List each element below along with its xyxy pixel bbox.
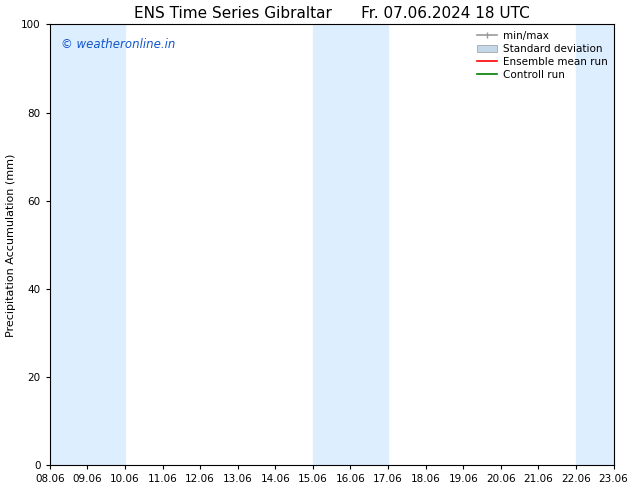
Bar [49, 24, 125, 465]
Y-axis label: Precipitation Accumulation (mm): Precipitation Accumulation (mm) [6, 153, 16, 337]
Title: ENS Time Series Gibraltar      Fr. 07.06.2024 18 UTC: ENS Time Series Gibraltar Fr. 07.06.2024… [134, 5, 529, 21]
Text: © weatheronline.in: © weatheronline.in [61, 38, 176, 51]
Bar [313, 24, 388, 465]
Legend: min/max, Standard deviation, Ensemble mean run, Controll run: min/max, Standard deviation, Ensemble me… [472, 26, 611, 84]
Bar [576, 24, 614, 465]
